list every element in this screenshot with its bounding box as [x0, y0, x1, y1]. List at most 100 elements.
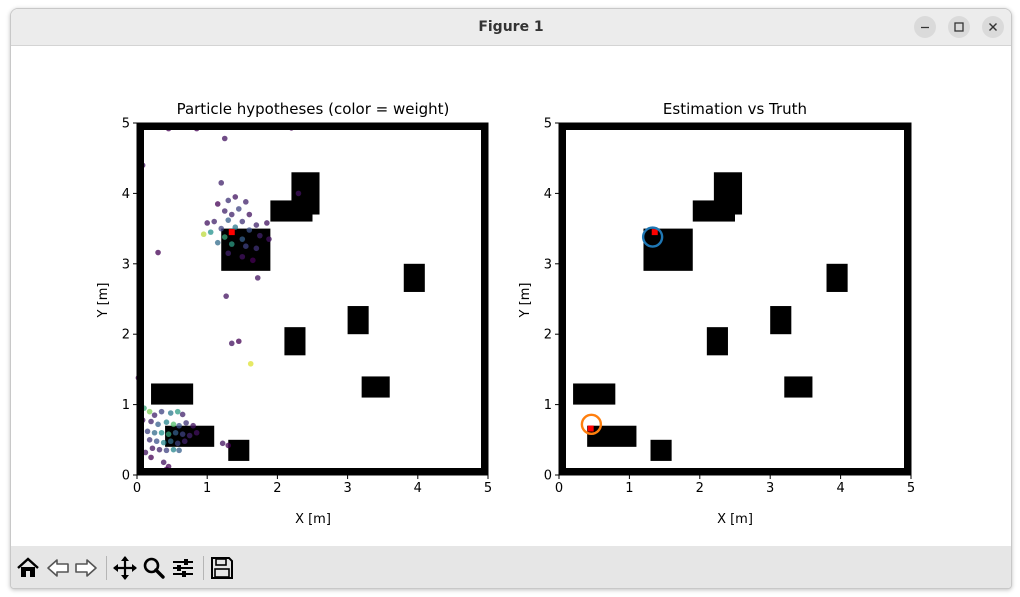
particle-point: [295, 190, 302, 197]
minimize-button[interactable]: [914, 16, 936, 38]
y-tick-label: 3: [122, 257, 130, 272]
particle-point: [144, 428, 151, 435]
particle-point: [247, 360, 254, 367]
particle-point: [235, 206, 242, 212]
particle-point: [179, 431, 186, 437]
particle-point: [221, 234, 228, 240]
x-tick-label: 0: [555, 481, 563, 496]
configure-subplots-icon: [173, 559, 193, 577]
particle-point: [223, 293, 229, 299]
particle-point: [160, 459, 167, 466]
particle-point: [170, 421, 177, 428]
maximize-button[interactable]: [948, 16, 970, 38]
obstacle-block: [221, 228, 271, 271]
particle-point: [204, 220, 210, 226]
figure-canvas[interactable]: Particle hypotheses (color = weight) 0 1 2…: [11, 46, 1011, 546]
zoom-icon: [143, 557, 165, 579]
particle-point: [200, 231, 207, 238]
obstacle-block: [347, 306, 369, 335]
x-tick-label: 1: [203, 481, 211, 496]
particle-point: [190, 422, 196, 429]
particle-point: [174, 408, 181, 415]
forward-arrow-icon: [75, 559, 97, 577]
back-button[interactable]: [44, 554, 72, 582]
particle-point: [158, 408, 165, 415]
obstacle-block: [573, 383, 616, 405]
particle-point: [228, 211, 235, 218]
particle-point: [163, 447, 170, 454]
y-tick-label: 2: [544, 328, 552, 343]
particle-point: [167, 438, 174, 445]
particle-point: [235, 338, 242, 345]
true-pose-marker: [228, 229, 235, 236]
x-tick-label: 5: [907, 481, 915, 496]
true-pose-marker: [651, 229, 658, 236]
pan-icon: [113, 556, 137, 580]
zoom-button[interactable]: [140, 554, 168, 582]
y-tick-label: 1: [122, 398, 130, 413]
particle-point: [158, 429, 165, 436]
obstacle-block: [826, 263, 848, 292]
true-pose-marker: [587, 425, 594, 432]
close-icon: [989, 23, 997, 31]
particle-point: [228, 340, 235, 347]
truth-layer: [228, 229, 235, 236]
particle-point: [142, 449, 149, 456]
obstacle-block: [770, 306, 792, 335]
y-tick-label: 2: [122, 328, 130, 343]
obstacle-block: [270, 200, 313, 222]
particle-point: [207, 229, 214, 235]
obstacle-block: [706, 327, 728, 356]
map-boundary-wall: [137, 123, 488, 475]
particle-point: [149, 445, 156, 452]
particle-point: [183, 420, 189, 426]
x-tick-label: 4: [414, 481, 422, 496]
particle-point: [221, 208, 228, 214]
particle-point: [243, 199, 249, 205]
particle-point: [225, 442, 232, 449]
title-bar[interactable]: Figure 1: [11, 9, 1011, 46]
particle-point: [160, 439, 167, 446]
y-tick-label: 5: [122, 117, 130, 132]
particle-point: [239, 253, 246, 260]
particle-point: [148, 454, 154, 461]
particle-point: [211, 218, 218, 225]
particle-point: [153, 438, 160, 445]
y-tick-label: 0: [122, 469, 130, 484]
obstacle-block: [643, 228, 693, 271]
particle-point: [193, 429, 200, 436]
estimate-layer: [580, 226, 664, 436]
y-tick-label: 4: [122, 187, 130, 202]
particle-point: [246, 211, 253, 218]
x-tick-label: 3: [343, 481, 351, 496]
particle-point: [232, 224, 239, 230]
particle-point: [228, 241, 235, 247]
particle-point: [221, 135, 228, 142]
particle-point: [214, 239, 221, 246]
home-button[interactable]: [14, 554, 42, 582]
axes-title: Particle hypotheses (color = weight): [177, 100, 450, 118]
particle-point: [151, 429, 158, 436]
back-arrow-icon: [47, 559, 69, 577]
particle-point: [176, 422, 182, 429]
particle-point: [225, 250, 232, 257]
tick-layer: 0 1 2 3 4 5 0 1 2 3 4 5: [544, 117, 915, 497]
forward-button[interactable]: [72, 554, 100, 582]
particle-point: [239, 218, 246, 225]
obstacle-layer: [573, 172, 848, 461]
close-button[interactable]: [982, 16, 1004, 38]
particle-point: [246, 227, 253, 233]
pan-button[interactable]: [111, 554, 139, 582]
save-button[interactable]: [208, 554, 236, 582]
configure-subplots-button[interactable]: [169, 554, 197, 582]
x-tick-label: 1: [625, 481, 633, 496]
figure-window: Figure 1 Particle hypotheses (color = we…: [10, 8, 1012, 589]
y-axis-label: Y [m]: [96, 283, 111, 319]
particle-point: [181, 438, 188, 445]
particle-point: [254, 275, 261, 281]
obstacle-block: [692, 200, 735, 222]
particle-point: [253, 245, 260, 252]
window-title: Figure 1: [478, 19, 544, 35]
obstacle-block: [361, 376, 390, 398]
particle-point: [232, 194, 239, 200]
